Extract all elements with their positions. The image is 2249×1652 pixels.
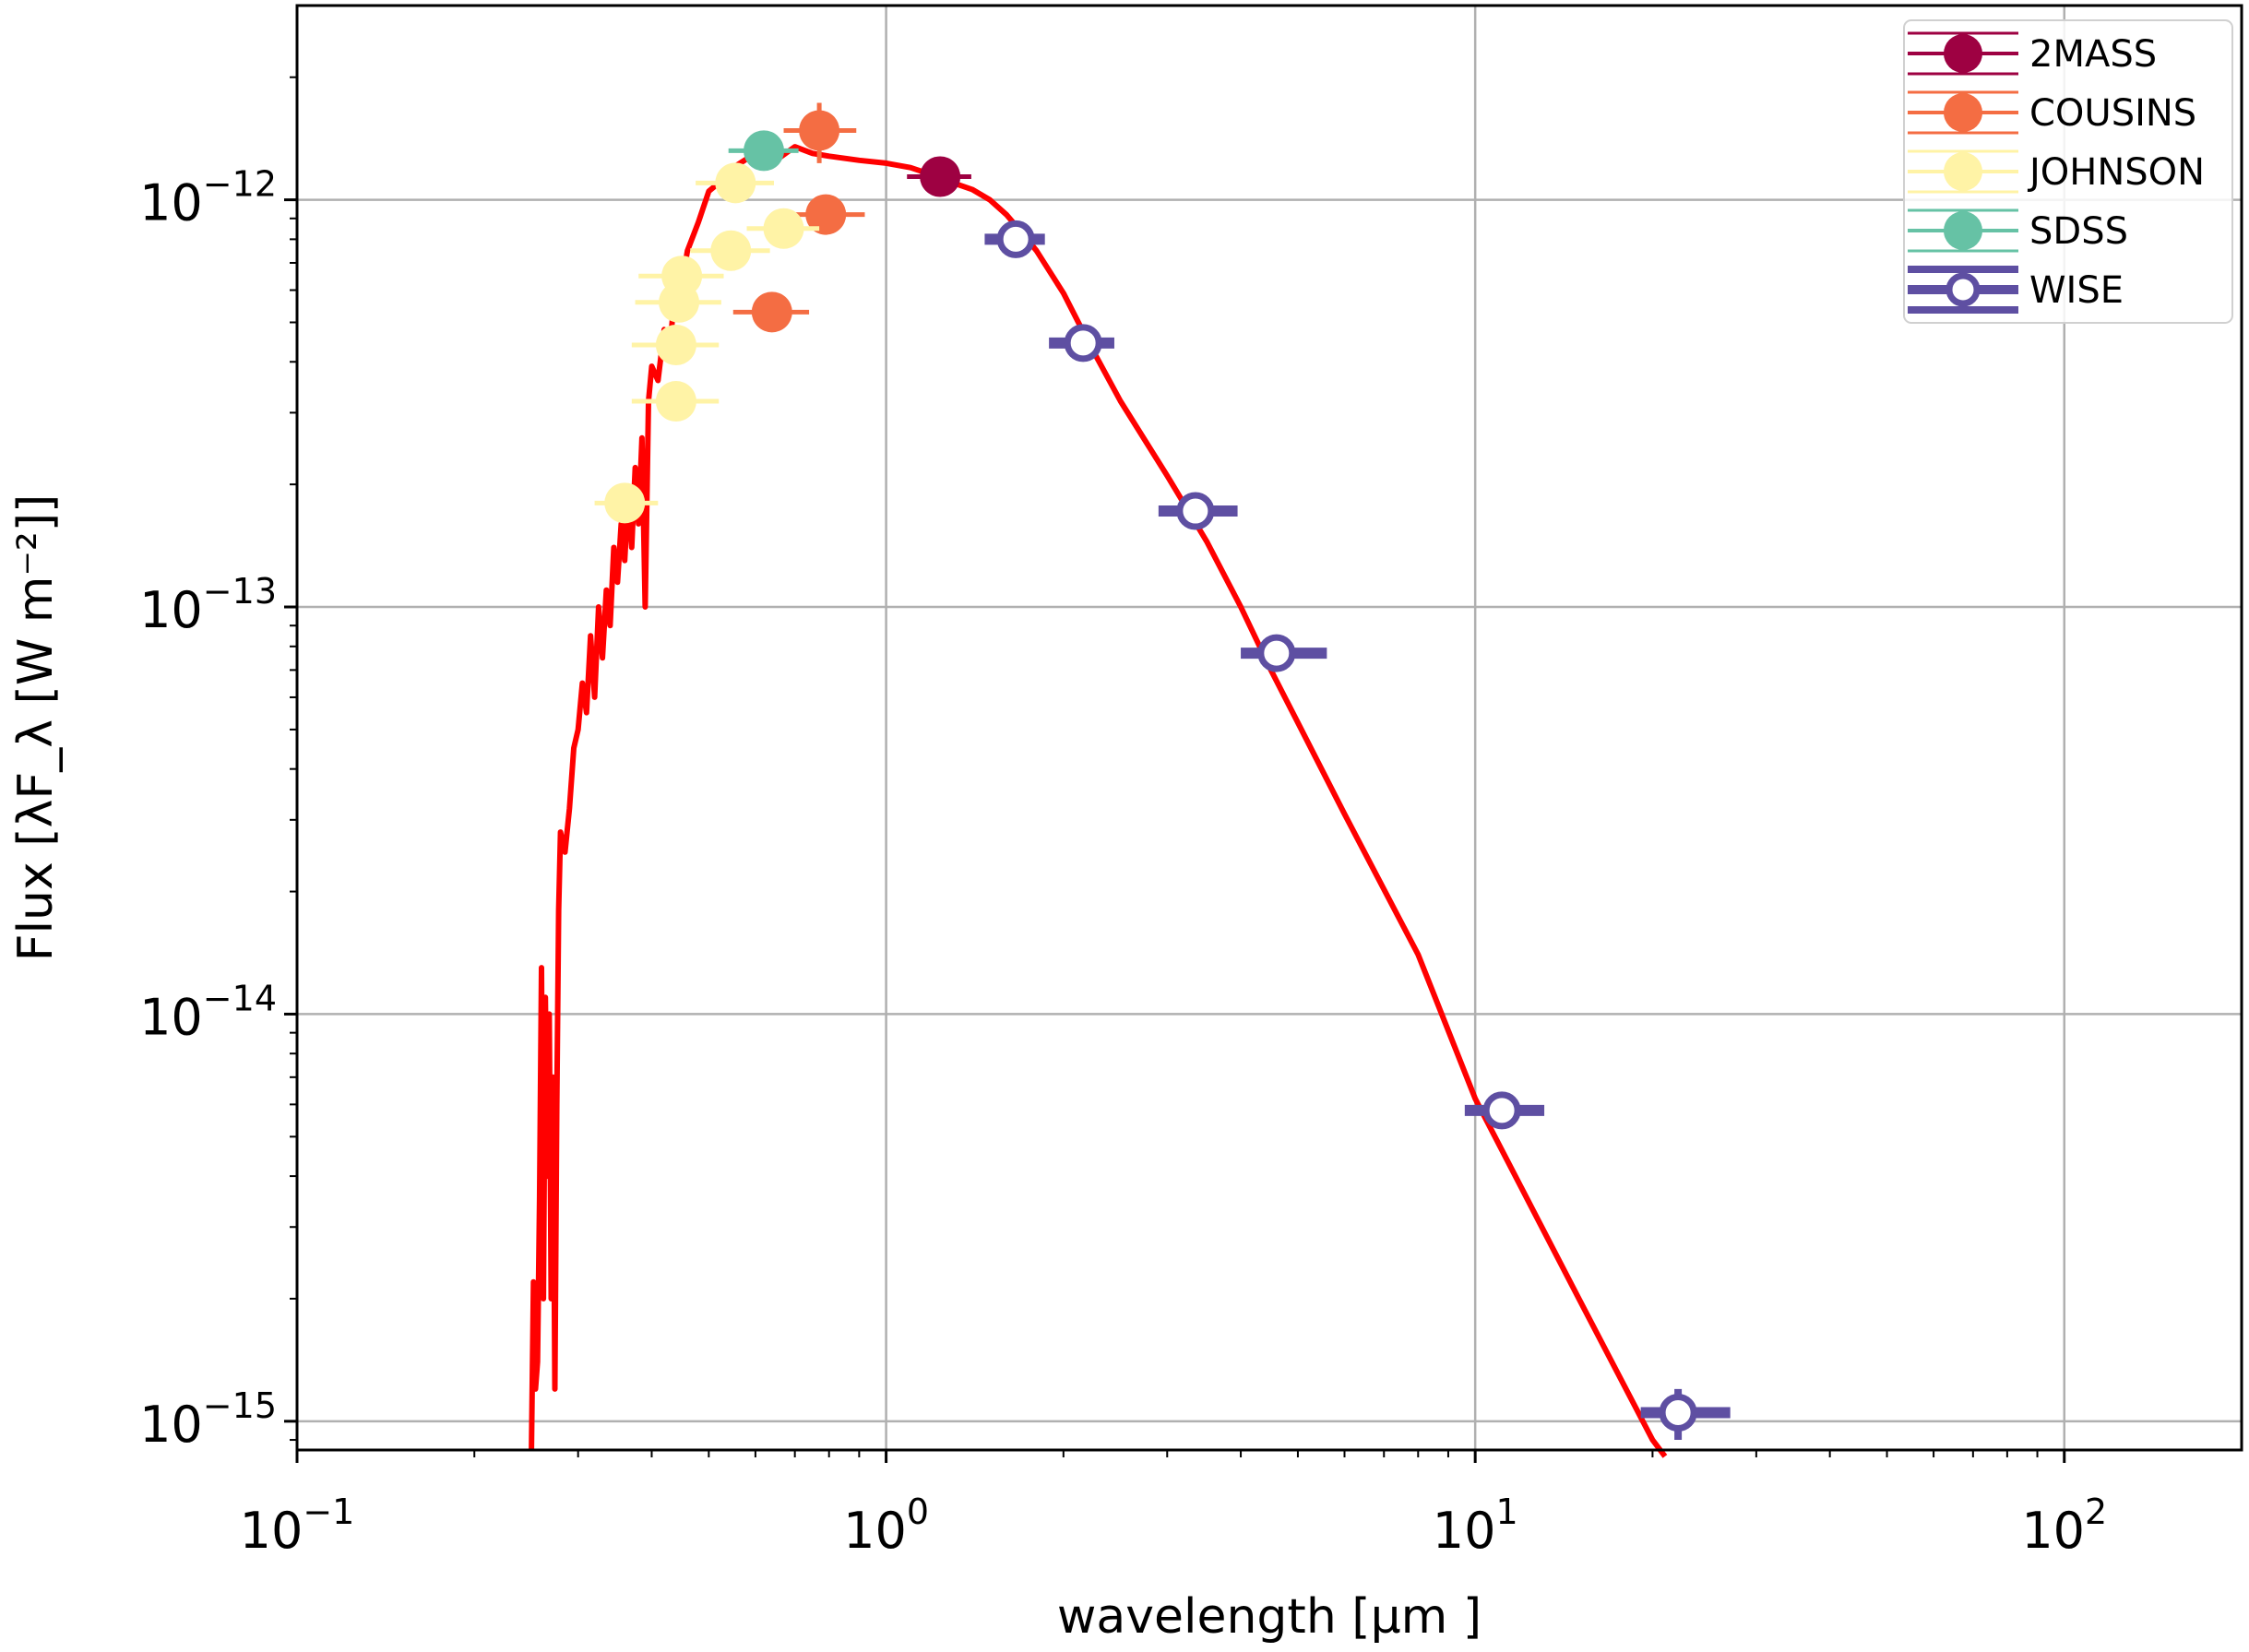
data-point bbox=[751, 291, 792, 333]
model-curve-layer bbox=[529, 144, 1668, 1458]
minor-ticks bbox=[284, 76, 2066, 1463]
data-point bbox=[996, 220, 1035, 258]
series-2mass bbox=[907, 156, 971, 197]
x-tick-label: 101 bbox=[1433, 1492, 1518, 1560]
legend-marker bbox=[1944, 93, 1982, 132]
x-tick-label: 100 bbox=[843, 1492, 929, 1560]
plot-frame bbox=[295, 4, 2243, 1452]
data-point bbox=[1482, 1091, 1521, 1130]
data-point bbox=[661, 256, 703, 297]
data-point bbox=[1064, 324, 1102, 362]
legend-marker bbox=[1944, 211, 1982, 250]
data-point bbox=[655, 324, 696, 365]
data-point bbox=[715, 162, 756, 204]
data-point bbox=[710, 230, 752, 271]
y-axis-label: Flux [λF_λ [W m⁻²]] bbox=[8, 494, 64, 962]
legend-box bbox=[1903, 19, 2233, 324]
data-points-layer bbox=[594, 102, 1731, 1441]
series-johnson bbox=[594, 162, 820, 524]
y-tick-label: 10−13 bbox=[139, 571, 277, 639]
y-tick-label: 10−14 bbox=[139, 978, 277, 1046]
legend-marker bbox=[1944, 34, 1982, 73]
legend-entry-johnson: JOHNSON bbox=[1908, 149, 2205, 194]
legend-marker bbox=[1944, 152, 1982, 191]
legend-label: 2MASS bbox=[2029, 33, 2157, 76]
model-sed-curve bbox=[529, 144, 1668, 1458]
legend-label: WISE bbox=[2029, 269, 2124, 312]
data-point bbox=[744, 130, 785, 172]
legend-label: SDSS bbox=[2029, 210, 2128, 253]
y-tick-labels: 10−12 10−13 10−14 10−15 bbox=[139, 164, 277, 1454]
series-sdss bbox=[728, 130, 799, 172]
data-point bbox=[805, 194, 847, 235]
data-point bbox=[799, 110, 840, 151]
data-point bbox=[763, 208, 804, 249]
y-tick-label: 10−12 bbox=[139, 164, 277, 232]
legend-entry-wise: WISE bbox=[1908, 266, 2124, 314]
data-point bbox=[655, 381, 696, 422]
x-tick-label: 102 bbox=[2021, 1492, 2107, 1560]
data-point bbox=[604, 482, 646, 524]
y-tick-label: 10−15 bbox=[139, 1385, 277, 1454]
x-tick-labels: 10−1 100 101 102 bbox=[240, 1492, 2108, 1560]
data-point bbox=[1176, 492, 1215, 530]
series-wise bbox=[984, 220, 1731, 1441]
legend-marker bbox=[1946, 272, 1981, 307]
legend: 2MASS COUSINS JOHNSON SDSS WISE bbox=[1903, 19, 2233, 324]
data-point bbox=[920, 156, 961, 197]
data-point bbox=[1659, 1393, 1697, 1432]
x-axis-label: wavelength [μm ] bbox=[1057, 1589, 1481, 1645]
legend-entry-2mass: 2MASS bbox=[1908, 31, 2157, 76]
x-tick-label: 10−1 bbox=[240, 1492, 355, 1560]
legend-entry-sdss: SDSS bbox=[1908, 208, 2128, 253]
legend-entry-cousins: COUSINS bbox=[1908, 90, 2196, 135]
legend-label: COUSINS bbox=[2029, 92, 2196, 135]
legend-label: JOHNSON bbox=[2027, 151, 2205, 194]
data-point bbox=[1257, 634, 1296, 672]
series-cousins bbox=[732, 102, 865, 333]
